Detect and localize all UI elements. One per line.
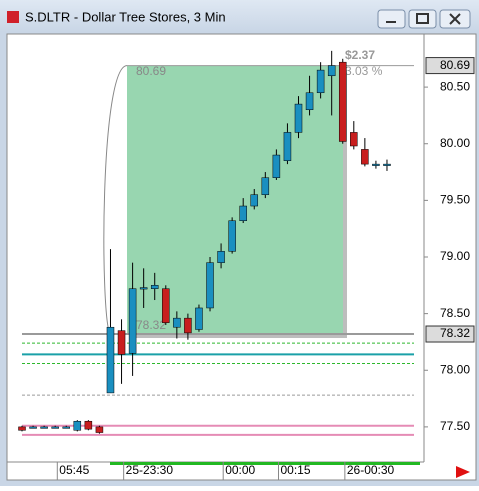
candle-body bbox=[184, 317, 192, 334]
y-tick-label: 77.50 bbox=[440, 419, 470, 433]
candle-body bbox=[62, 426, 70, 429]
candle-body bbox=[272, 154, 281, 178]
close-icon bbox=[449, 13, 461, 25]
measure-connector bbox=[103, 65, 128, 335]
y-tick-label: 80.00 bbox=[440, 136, 470, 150]
x-tick-label: 05:45 bbox=[59, 463, 89, 477]
measure-start-label: 78.32 bbox=[136, 318, 166, 332]
candle-body bbox=[150, 285, 159, 289]
candle-body bbox=[361, 149, 369, 165]
candle-body bbox=[228, 220, 236, 252]
y-tick-label: 79.50 bbox=[440, 193, 470, 207]
candle-body bbox=[162, 288, 170, 323]
candle-body bbox=[239, 205, 247, 222]
candle-body bbox=[250, 194, 259, 207]
candle-body bbox=[283, 132, 292, 161]
candle-body bbox=[327, 65, 336, 77]
price-marker-label: 78.32 bbox=[440, 326, 470, 340]
x-tick-label: 25-23:30 bbox=[126, 463, 174, 477]
app-icon bbox=[7, 11, 19, 23]
x-tick-label: 00:15 bbox=[281, 463, 311, 477]
candle-body bbox=[106, 326, 115, 394]
candle-body bbox=[383, 163, 391, 166]
candle-body bbox=[372, 163, 380, 166]
candle-body bbox=[195, 307, 203, 330]
candle-body bbox=[206, 262, 214, 309]
candle-body bbox=[117, 330, 126, 355]
price-marker bbox=[425, 325, 475, 343]
candle-body bbox=[338, 61, 347, 142]
minimize-button[interactable] bbox=[377, 9, 406, 29]
x-tick-label: 00:00 bbox=[225, 463, 255, 477]
candle-body bbox=[40, 426, 48, 429]
candle-body bbox=[217, 251, 225, 263]
candle-body bbox=[84, 420, 93, 430]
candle-body bbox=[305, 92, 314, 111]
candle-body bbox=[139, 287, 148, 290]
candle-body bbox=[173, 317, 181, 328]
maximize-button[interactable] bbox=[408, 9, 437, 29]
candle-body bbox=[29, 426, 37, 429]
y-tick-label: 78.00 bbox=[440, 362, 470, 376]
measure-end-label: 80.69 bbox=[136, 64, 166, 78]
measure-percent: 3.03 % bbox=[345, 64, 383, 78]
window-title: S.DLTR - Dollar Tree Stores, 3 Min bbox=[25, 9, 226, 24]
candle-body bbox=[73, 420, 82, 431]
price-marker-label: 80.69 bbox=[440, 58, 470, 72]
candle-body bbox=[51, 426, 59, 429]
candle-body bbox=[316, 69, 325, 94]
measure-change: $2.37 bbox=[345, 48, 375, 62]
session-bar bbox=[110, 462, 420, 465]
candle-body bbox=[350, 132, 358, 147]
price-marker bbox=[425, 57, 475, 75]
candle-body bbox=[95, 426, 104, 433]
maximize-icon bbox=[416, 13, 429, 24]
y-tick-label: 78.50 bbox=[440, 306, 470, 320]
candle-body bbox=[128, 288, 137, 354]
scroll-arrow[interactable] bbox=[456, 466, 470, 478]
x-tick-label: 26-00:30 bbox=[347, 463, 395, 477]
candle-body bbox=[261, 177, 270, 195]
y-tick-label: 80.50 bbox=[440, 79, 470, 93]
candle-body bbox=[18, 426, 26, 431]
y-tick-label: 79.00 bbox=[440, 249, 470, 263]
candle-body bbox=[294, 103, 303, 133]
